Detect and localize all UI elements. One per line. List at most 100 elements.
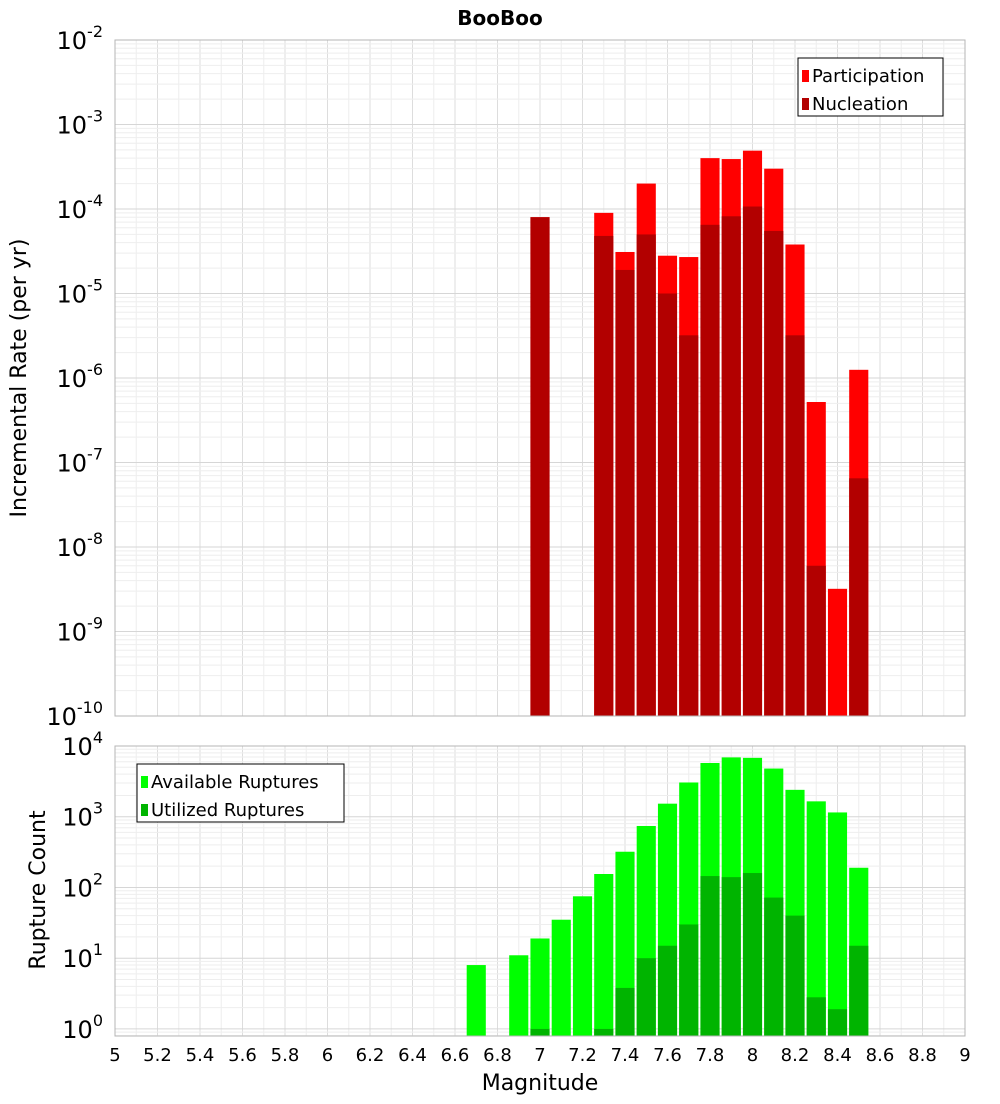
y-tick-exponent: 1 xyxy=(93,940,103,959)
x-tick-label: 6.4 xyxy=(398,1045,427,1066)
legend-entry: Nucleation xyxy=(812,94,908,115)
x-tick-label: 5.6 xyxy=(228,1045,257,1066)
x-tick-label: 8.2 xyxy=(781,1045,810,1066)
y-tick-base: 10 xyxy=(57,365,88,393)
plot-frame-counts xyxy=(114,745,966,1037)
bar-counts-utilized-ruptures xyxy=(679,924,699,1036)
bar-counts-available-ruptures xyxy=(827,812,848,1036)
y-tick-exponent: -2 xyxy=(87,22,103,41)
bar-counts-available-ruptures xyxy=(806,801,826,1036)
bar-counts-utilized-ruptures xyxy=(785,915,805,1036)
y-tick-label: 101 xyxy=(62,940,103,973)
bar-counts-utilized-ruptures xyxy=(636,958,656,1036)
x-tick-label: 7.4 xyxy=(611,1045,640,1066)
bar-rates-nucleation xyxy=(700,224,720,716)
legend-swatch xyxy=(802,98,809,110)
bar-counts-available-ruptures xyxy=(509,955,529,1036)
y-tick-exponent: -5 xyxy=(87,276,103,295)
x-tick-label: 9 xyxy=(959,1045,970,1066)
x-tick-label: 5 xyxy=(109,1045,120,1066)
y-tick-label: 10-3 xyxy=(57,107,104,140)
x-tick-label: 5.8 xyxy=(271,1045,300,1066)
x-tick-label: 8.4 xyxy=(823,1045,852,1066)
bar-counts-utilized-ruptures xyxy=(700,876,720,1036)
bar-counts-utilized-ruptures xyxy=(615,987,635,1036)
y-tick-label: 10-2 xyxy=(57,22,104,55)
bar-rates-nucleation xyxy=(721,216,741,717)
y-tick-base: 10 xyxy=(62,945,93,973)
bar-counts-available-ruptures xyxy=(551,919,571,1036)
bar-counts-utilized-ruptures xyxy=(530,1028,550,1036)
x-tick-label: 8.8 xyxy=(908,1045,937,1066)
bar-rates-participation xyxy=(827,588,848,716)
y-tick-base: 10 xyxy=(46,703,77,731)
y-tick-exponent: 0 xyxy=(93,1011,103,1030)
x-tick-label: 5.2 xyxy=(143,1045,172,1066)
y-tick-exponent: -10 xyxy=(77,698,103,717)
y-tick-exponent: 3 xyxy=(93,799,103,818)
bar-rates-nucleation xyxy=(594,235,614,716)
y-tick-exponent: -4 xyxy=(87,191,103,210)
x-tick-label: 6.2 xyxy=(356,1045,385,1066)
bar-rates-nucleation xyxy=(679,335,699,716)
bar-counts-available-ruptures xyxy=(530,938,550,1036)
x-tick-label: 7.2 xyxy=(568,1045,597,1066)
y-tick-base: 10 xyxy=(62,733,93,761)
x-tick-label: 8.6 xyxy=(866,1045,895,1066)
bar-counts-utilized-ruptures xyxy=(764,897,784,1036)
y-tick-label: 10-9 xyxy=(57,614,104,647)
bar-counts-utilized-ruptures xyxy=(849,945,869,1036)
bar-counts-utilized-ruptures xyxy=(594,1028,614,1036)
y-tick-base: 10 xyxy=(57,450,88,478)
bar-rates-nucleation xyxy=(785,335,805,716)
y-tick-exponent: 4 xyxy=(93,728,103,747)
x-tick-label: 6 xyxy=(322,1045,333,1066)
y-tick-exponent: -9 xyxy=(87,614,103,633)
y-axis-label-count: Rupture Count xyxy=(26,810,51,970)
y-tick-base: 10 xyxy=(57,534,88,562)
x-axis-label: Magnitude xyxy=(482,1071,599,1096)
legend-entry: Available Ruptures xyxy=(151,772,319,793)
bar-rates-nucleation xyxy=(530,217,550,716)
y-tick-base: 10 xyxy=(62,1016,93,1044)
bar-rates-nucleation xyxy=(806,565,826,716)
y-tick-base: 10 xyxy=(57,112,88,140)
bar-rates-nucleation xyxy=(764,230,784,717)
bar-counts-utilized-ruptures xyxy=(806,997,826,1036)
plot-frame-rates xyxy=(114,39,966,717)
legend-box-rates xyxy=(797,57,944,117)
bar-counts-utilized-ruptures xyxy=(721,877,741,1036)
y-tick-base: 10 xyxy=(57,27,88,55)
y-tick-base: 10 xyxy=(62,874,93,902)
x-tick-label: 7.6 xyxy=(653,1045,682,1066)
legend-box-counts xyxy=(136,763,345,823)
bar-rates-nucleation xyxy=(849,478,869,716)
y-tick-base: 10 xyxy=(57,196,88,224)
x-tick-label: 5.4 xyxy=(186,1045,215,1066)
bar-rates-nucleation xyxy=(657,293,678,716)
y-tick-exponent: -3 xyxy=(87,107,103,126)
y-tick-label: 102 xyxy=(62,869,103,902)
legend-swatch xyxy=(802,70,809,82)
legend-entry: Participation xyxy=(812,66,924,87)
bar-counts-available-ruptures xyxy=(572,896,593,1036)
y-tick-exponent: 2 xyxy=(93,869,103,888)
y-axis-label-rate: Incremental Rate (per yr) xyxy=(7,239,32,518)
bar-counts-available-ruptures xyxy=(466,965,486,1036)
bar-rates-nucleation xyxy=(636,234,656,717)
y-tick-label: 103 xyxy=(62,799,103,832)
x-tick-label: 8 xyxy=(747,1045,758,1066)
y-tick-label: 100 xyxy=(62,1011,103,1044)
y-tick-base: 10 xyxy=(57,281,88,309)
y-tick-label: 10-4 xyxy=(57,191,104,224)
x-tick-label: 7.8 xyxy=(696,1045,725,1066)
y-tick-label: 10-7 xyxy=(57,445,104,478)
bar-rates-nucleation xyxy=(615,269,635,716)
chart-title: BooBoo xyxy=(457,6,542,30)
y-tick-base: 10 xyxy=(62,804,93,832)
bar-counts-utilized-ruptures xyxy=(742,873,763,1036)
legend-swatch xyxy=(141,776,148,788)
bar-counts-available-ruptures xyxy=(594,874,614,1036)
bar-counts-utilized-ruptures xyxy=(657,945,678,1036)
